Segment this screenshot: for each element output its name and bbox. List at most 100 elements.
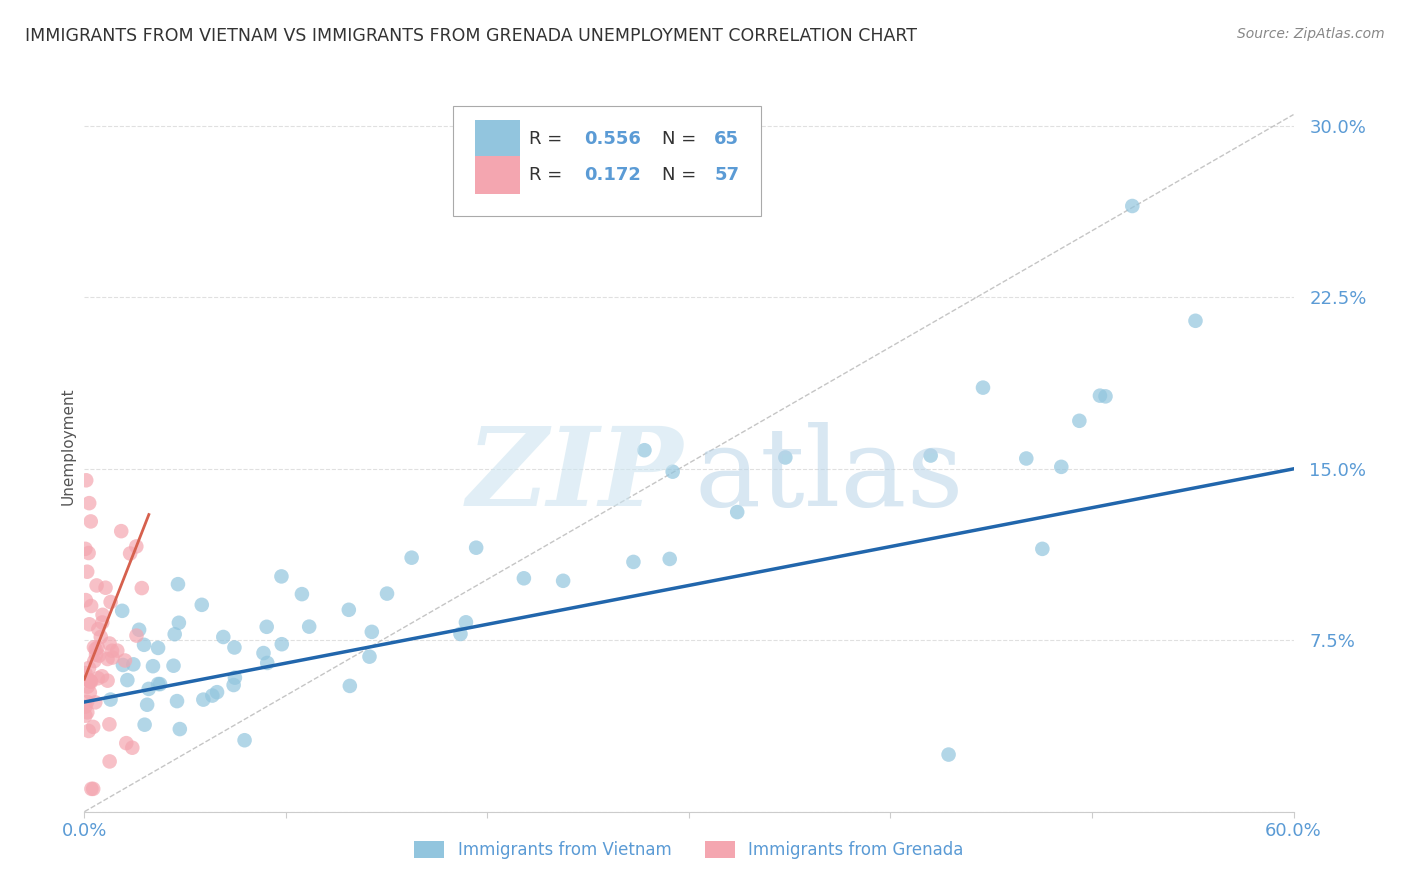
Point	[105, 643, 128, 657]
Point	[454, 615, 477, 630]
Point	[98, 636, 121, 650]
Point	[121, 740, 143, 755]
Text: 65: 65	[714, 130, 740, 148]
Point	[162, 658, 184, 673]
Point	[100, 692, 122, 706]
Text: 0.172: 0.172	[583, 167, 641, 185]
FancyBboxPatch shape	[475, 120, 520, 158]
Point	[1050, 459, 1073, 474]
Y-axis label: Unemployment: Unemployment	[60, 387, 76, 505]
Point	[77, 723, 100, 738]
Point	[131, 581, 153, 595]
Point	[128, 623, 150, 637]
Point	[146, 677, 169, 691]
Point	[75, 699, 97, 714]
Point	[146, 640, 169, 655]
Point	[401, 550, 423, 565]
Point	[97, 673, 120, 688]
Point	[136, 698, 159, 712]
Point	[270, 637, 292, 651]
Legend: Immigrants from Vietnam, Immigrants from Grenada: Immigrants from Vietnam, Immigrants from…	[408, 834, 970, 865]
Point	[84, 648, 107, 662]
Point	[80, 781, 103, 796]
Point	[1031, 541, 1053, 556]
Point	[77, 673, 100, 687]
Point	[96, 652, 118, 666]
Point	[84, 695, 107, 709]
Point	[75, 708, 97, 723]
Text: atlas: atlas	[695, 422, 965, 529]
Point	[166, 694, 188, 708]
Point	[83, 640, 105, 655]
Point	[94, 581, 117, 595]
Point	[167, 615, 190, 630]
Point	[201, 689, 224, 703]
Point	[450, 627, 472, 641]
Point	[122, 657, 145, 672]
Text: Source: ZipAtlas.com: Source: ZipAtlas.com	[1237, 27, 1385, 41]
Point	[125, 629, 148, 643]
Point	[1069, 414, 1091, 428]
Point	[77, 661, 100, 675]
Point	[91, 669, 114, 683]
Point	[553, 574, 575, 588]
Point	[87, 671, 110, 685]
Point	[142, 659, 165, 673]
Point	[80, 674, 103, 689]
Point	[633, 443, 655, 458]
Point	[90, 630, 112, 644]
Point	[79, 617, 101, 632]
Point	[375, 586, 398, 600]
Text: 0.556: 0.556	[583, 130, 641, 148]
Text: N =: N =	[662, 167, 703, 185]
Point	[658, 552, 681, 566]
Point	[111, 658, 134, 673]
Point	[125, 540, 148, 554]
Point	[83, 654, 105, 668]
Text: 57: 57	[714, 167, 740, 185]
Point	[76, 680, 98, 694]
Point	[169, 722, 191, 736]
Point	[167, 577, 190, 591]
Point	[725, 505, 748, 519]
Point	[339, 679, 361, 693]
Point	[256, 656, 278, 670]
Point	[359, 649, 381, 664]
Point	[149, 677, 172, 691]
Point	[75, 473, 97, 487]
Point	[270, 569, 292, 583]
Point	[75, 666, 97, 681]
Point	[91, 615, 114, 630]
Point	[256, 620, 278, 634]
Point	[82, 720, 104, 734]
Point	[1184, 314, 1206, 328]
Point	[132, 638, 155, 652]
Point	[938, 747, 960, 762]
Point	[138, 681, 160, 696]
Point	[661, 465, 683, 479]
Point	[77, 496, 100, 510]
Point	[623, 555, 645, 569]
Point	[1088, 389, 1111, 403]
Text: IMMIGRANTS FROM VIETNAM VS IMMIGRANTS FROM GRENADA UNEMPLOYMENT CORRELATION CHAR: IMMIGRANTS FROM VIETNAM VS IMMIGRANTS FR…	[25, 27, 917, 45]
Point	[252, 646, 274, 660]
Point	[101, 650, 124, 665]
Point	[100, 595, 122, 609]
Point	[114, 653, 136, 667]
Point	[775, 450, 797, 465]
Point	[84, 642, 107, 657]
Point	[98, 717, 121, 731]
Point	[337, 603, 360, 617]
Text: ZIP: ZIP	[467, 422, 683, 529]
Point	[224, 640, 246, 655]
Point	[920, 449, 942, 463]
Point	[98, 755, 121, 769]
Point	[298, 619, 321, 633]
Point	[163, 627, 186, 641]
Text: R =: R =	[529, 130, 568, 148]
Point	[193, 692, 215, 706]
Point	[79, 674, 101, 689]
Point	[80, 599, 103, 613]
Point	[134, 717, 156, 731]
Point	[79, 674, 101, 689]
